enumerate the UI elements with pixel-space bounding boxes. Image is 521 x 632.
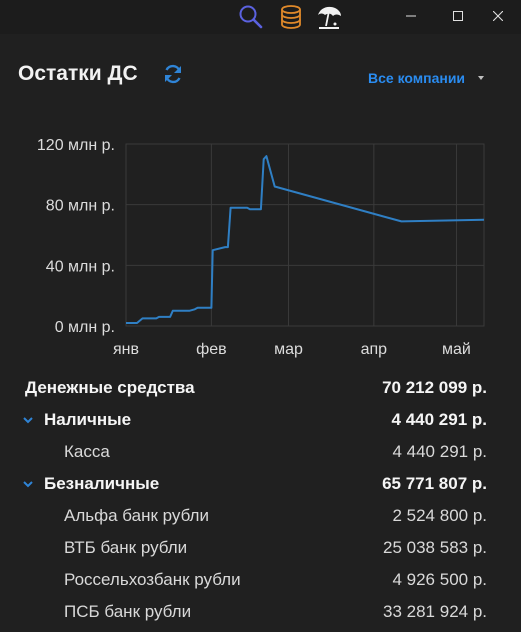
total-row: Денежные средства 70 212 099 р.	[0, 372, 521, 404]
y-tick-label: 120 млн р.	[37, 137, 115, 154]
balance-series-line	[126, 155, 485, 324]
account-value: 33 281 924 р.	[383, 602, 487, 621]
balance-chart: 0 млн р. 40 млн р. 80 млн р. 120 млн р. янв…	[37, 137, 485, 358]
total-value: 70 212 099 р.	[382, 378, 487, 397]
y-tick-label: 0 млн р.	[55, 319, 115, 336]
list-item: Касса 4 440 291 р.	[0, 436, 521, 468]
list-item: Россельхозбанк рубли 4 926 500 р.	[0, 564, 521, 596]
y-axis-ticks: 0 млн р. 40 млн р. 80 млн р. 120 млн р.	[37, 137, 115, 336]
cash-value: 4 440 291 р.	[391, 410, 487, 429]
account-value: 2 524 800 р.	[392, 506, 487, 525]
noncash-value: 65 771 807 р.	[382, 474, 487, 493]
noncash-group-row[interactable]: Безналичные 65 771 807 р.	[0, 468, 521, 500]
database-icon[interactable]	[278, 4, 304, 30]
chevron-down-icon[interactable]	[23, 480, 33, 488]
beach-umbrella-icon[interactable]	[316, 4, 342, 30]
list-item: ВТБ банк рубли 25 038 583 р.	[0, 532, 521, 564]
plot-frame	[125, 143, 485, 327]
account-label: Россельхозбанк рубли	[64, 570, 241, 589]
account-value: 4 440 291 р.	[392, 442, 487, 461]
minimize-icon[interactable]	[391, 0, 431, 32]
account-value: 25 038 583 р.	[383, 538, 487, 557]
total-label: Денежные средства	[25, 378, 195, 397]
noncash-label: Безналичные	[44, 474, 160, 493]
x-tick-label: апр	[361, 341, 388, 358]
account-value: 4 926 500 р.	[392, 570, 487, 589]
maximize-icon[interactable]	[438, 0, 478, 32]
list-item: Альфа банк рубли 2 524 800 р.	[0, 500, 521, 532]
company-filter-dropdown[interactable]: Все компании	[368, 70, 466, 86]
cash-group-row[interactable]: Наличные 4 440 291 р.	[0, 404, 521, 436]
close-icon[interactable]	[478, 0, 518, 32]
refresh-icon[interactable]	[162, 63, 184, 85]
account-label: Альфа банк рубли	[64, 506, 209, 525]
cash-label: Наличные	[44, 410, 132, 429]
x-tick-label: фев	[196, 341, 227, 358]
x-axis-ticks: янв фев мар апр май	[113, 341, 471, 358]
x-tick-label: янв	[113, 341, 139, 358]
list-item: ПСБ банк рубли 33 281 924 р.	[0, 596, 521, 628]
x-tick-label: май	[442, 341, 471, 358]
search-icon[interactable]	[238, 4, 264, 30]
page-title: Остатки ДС	[18, 62, 138, 85]
account-label: ВТБ банк рубли	[64, 538, 188, 557]
x-tick-label: мар	[274, 341, 303, 358]
chevron-down-icon[interactable]	[478, 76, 484, 80]
account-label: ПСБ банк рубли	[64, 602, 192, 621]
y-tick-label: 40 млн р.	[46, 258, 115, 275]
account-label: Касса	[64, 442, 110, 461]
y-tick-label: 80 млн р.	[46, 198, 115, 215]
chevron-down-icon[interactable]	[23, 416, 33, 424]
chart-grid	[125, 143, 485, 327]
title-bar	[0, 0, 521, 34]
